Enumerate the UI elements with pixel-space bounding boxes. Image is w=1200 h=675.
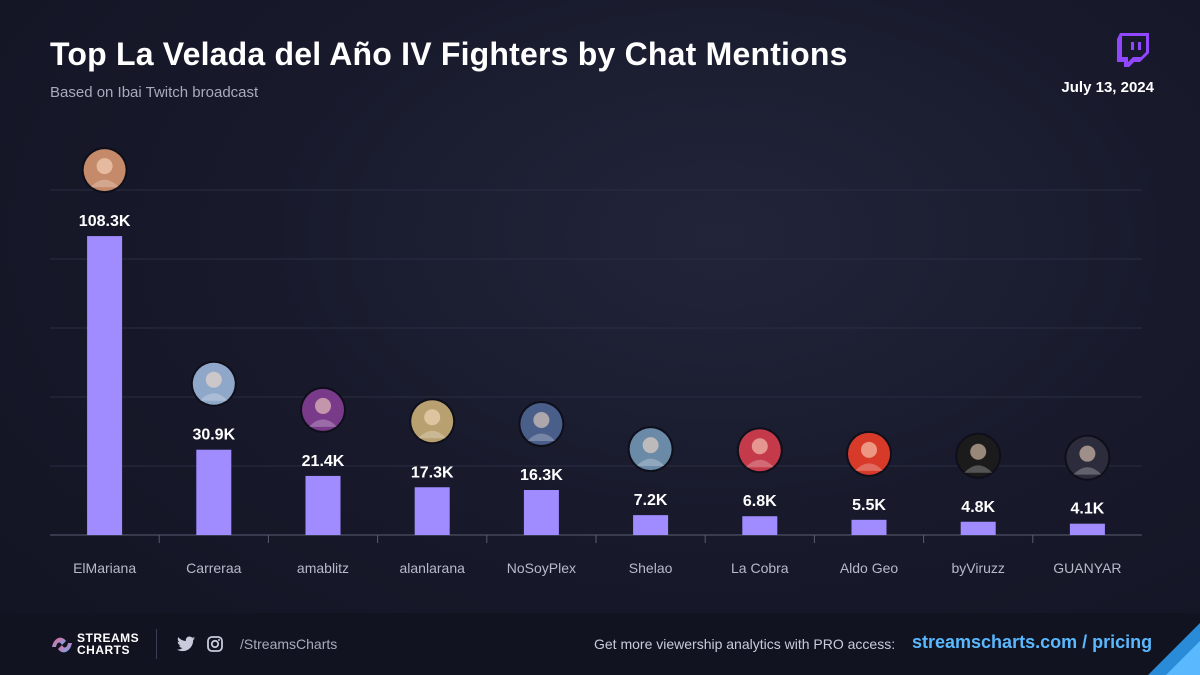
brand-line-2: CHARTS <box>77 643 130 657</box>
data-label: 30.9K <box>192 427 235 444</box>
bar-carreraa <box>196 449 232 535</box>
avatar-aldo-geo <box>846 430 892 477</box>
avatar-shelao <box>627 426 674 473</box>
instagram-icon[interactable] <box>207 636 223 652</box>
bar-byviruzz <box>960 521 996 535</box>
chart-date: July 13, 2024 <box>1061 79 1154 96</box>
data-label: 108.3K <box>79 213 131 230</box>
avatar-head <box>315 397 331 414</box>
avatar-guanyar <box>1064 434 1111 481</box>
brand-line-1: STREAMS <box>77 631 140 645</box>
avatar-body <box>964 465 993 473</box>
avatar-carreraa <box>190 360 237 407</box>
bar-elmariana <box>87 236 123 536</box>
bar-nosoyplex <box>523 490 559 535</box>
avatar-la-cobra <box>736 427 783 474</box>
avatar-head <box>424 409 441 426</box>
streams-charts-logo[interactable]: STREAMS CHARTS <box>50 632 150 658</box>
footer-divider <box>156 629 157 659</box>
bar-amablitz <box>305 475 341 535</box>
category-label: byViruzz <box>951 560 1004 576</box>
data-label: 16.3K <box>520 467 563 484</box>
footer: STREAMS CHARTS /StreamsCharts Get more v… <box>0 613 1200 675</box>
avatar-head <box>970 443 987 460</box>
category-label: Carreraa <box>186 560 241 576</box>
category-label: Shelao <box>629 560 673 576</box>
streams-charts-logo-icon <box>52 637 72 653</box>
avatar-elmariana <box>81 147 128 194</box>
bar-guanyar <box>1069 523 1105 535</box>
brand-text: STREAMS CHARTS <box>77 632 139 656</box>
avatar-head <box>861 441 877 458</box>
data-label: 4.1K <box>1071 501 1105 518</box>
bar-la-cobra <box>742 516 778 535</box>
category-label: La Cobra <box>731 560 789 576</box>
avatar-nosoyplex <box>518 401 565 448</box>
data-label: 5.5K <box>852 497 886 514</box>
avatar-body <box>90 179 119 188</box>
avatar-body <box>418 430 447 439</box>
category-label: ElMariana <box>73 560 136 576</box>
cta-text: Get more viewership analytics with PRO a… <box>594 636 896 652</box>
bar-shelao <box>633 515 669 535</box>
social-handle[interactable]: /StreamsCharts <box>240 636 338 652</box>
avatar-head <box>1079 445 1096 462</box>
data-label: 6.8K <box>743 493 777 510</box>
avatar-body <box>199 393 228 401</box>
data-label: 17.3K <box>411 464 454 481</box>
bar-alanlarana <box>414 487 450 535</box>
avatar-body <box>1073 467 1102 475</box>
avatar-amablitz <box>300 386 346 433</box>
pricing-link[interactable]: streamscharts.com / pricing <box>912 632 1153 652</box>
avatar-head <box>751 438 768 455</box>
chart-subtitle: Based on Ibai Twitch broadcast <box>50 84 259 101</box>
data-label: 7.2K <box>634 492 668 509</box>
bar-chart: 108.3K ElMariana 30.9K Carreraa 21.4K amablit… <box>50 147 1142 576</box>
category-label: amablitz <box>297 560 349 576</box>
footer-corner-decoration <box>1148 623 1200 675</box>
avatar-head <box>533 412 550 429</box>
data-label: 21.4K <box>302 453 345 470</box>
bar-aldo-geo <box>851 519 887 535</box>
avatar-head <box>642 437 659 454</box>
avatar-body <box>527 433 556 442</box>
avatar-alanlarana <box>409 398 456 445</box>
avatar-head <box>96 158 113 175</box>
avatar-body <box>636 458 665 467</box>
chart-title: Top La Velada del Año IV Fighters by Cha… <box>50 36 848 72</box>
category-label: GUANYAR <box>1053 560 1121 576</box>
data-label: 4.8K <box>961 499 995 516</box>
twitter-icon[interactable] <box>177 636 195 652</box>
category-label: Aldo Geo <box>840 560 899 576</box>
avatar-body <box>309 419 337 427</box>
avatar-body <box>745 459 774 468</box>
twitch-logo-icon <box>1117 33 1149 67</box>
avatar-head <box>205 371 222 388</box>
avatar-byviruzz <box>955 432 1002 479</box>
category-label: alanlarana <box>400 560 466 576</box>
avatar-body <box>855 463 883 471</box>
category-label: NoSoyPlex <box>507 560 576 576</box>
